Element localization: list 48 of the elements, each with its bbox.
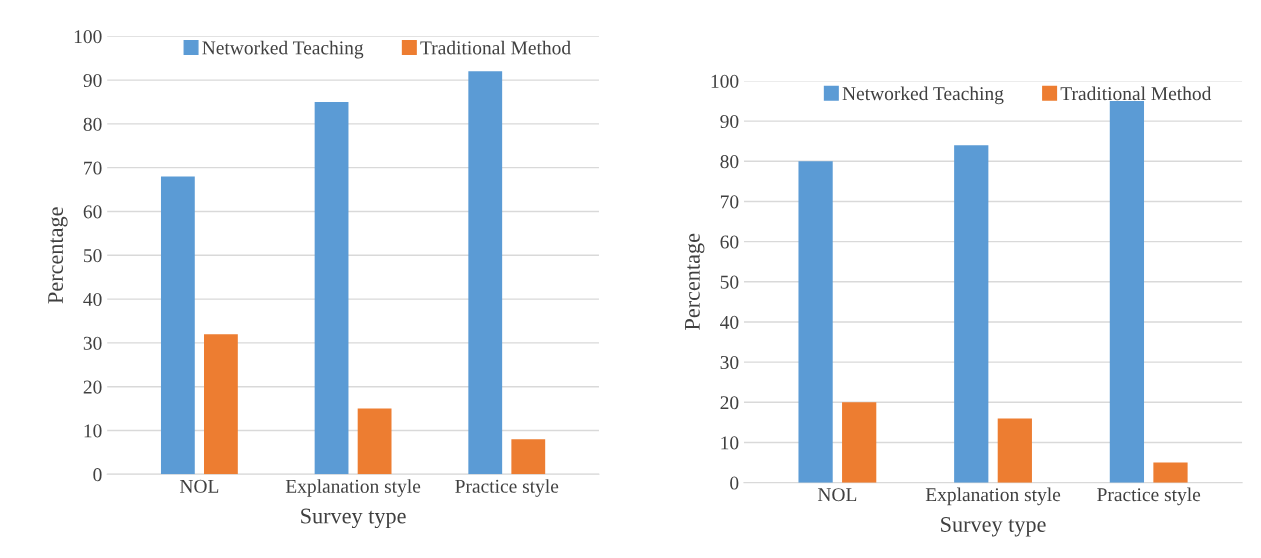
legend-label: Traditional Method — [1060, 86, 1212, 101]
x-tick-label: Explanation style — [285, 479, 421, 497]
x-tick-label: Explanation style — [925, 487, 1061, 506]
x-tick-label: NOL — [817, 488, 857, 502]
y-tick-label: 0 — [730, 476, 739, 490]
x-tick-label: Practice style — [455, 479, 559, 497]
y-tick-label: 50 — [720, 275, 739, 289]
y-axis-title: Percentage — [685, 233, 705, 330]
legend-label: Traditional Method — [420, 40, 571, 55]
x-tick-label: NOL — [179, 479, 219, 493]
bar — [1109, 101, 1145, 483]
bar — [997, 418, 1032, 483]
y-tick-label: 70 — [84, 161, 102, 175]
bar — [314, 101, 349, 475]
y-tick-label: 20 — [720, 396, 739, 410]
y-tick-label: 10 — [84, 424, 102, 438]
y-tick-label: 40 — [83, 292, 102, 307]
y-tick-label: 100 — [711, 74, 739, 88]
bar — [798, 161, 833, 483]
bar — [511, 439, 546, 475]
y-tick-label: 80 — [720, 155, 739, 169]
y-tick-label: 50 — [84, 249, 102, 263]
bar — [204, 334, 238, 475]
bar — [160, 176, 195, 475]
y-tick-label: 20 — [83, 380, 102, 394]
y-tick-label: 30 — [83, 336, 102, 350]
y-tick-label: 80 — [83, 117, 102, 131]
bar — [954, 145, 989, 483]
x-axis-title: Survey type — [941, 516, 1046, 537]
bar — [842, 402, 877, 483]
legend-label: Networked Teaching — [842, 86, 1004, 105]
y-tick-label: 90 — [720, 114, 739, 129]
y-tick-label: 40 — [720, 315, 739, 329]
y-tick-label: 30 — [720, 355, 739, 370]
legend-label: Networked Teaching — [202, 40, 364, 59]
y-tick-label: 90 — [83, 73, 102, 88]
y-tick-label: 60 — [83, 205, 102, 219]
y-tick-label: 60 — [720, 235, 739, 249]
y-tick-label: 70 — [720, 195, 739, 209]
x-tick-label: Practice style — [1097, 487, 1201, 506]
y-tick-label: 100 — [74, 30, 102, 44]
x-axis-title: Survey type — [301, 508, 406, 529]
y-tick-label: 10 — [721, 436, 739, 450]
bar — [1153, 462, 1188, 483]
y-tick-label: 0 — [93, 468, 102, 482]
bar — [357, 408, 392, 475]
bar — [468, 71, 503, 475]
y-axis-title: Percentage — [48, 207, 68, 304]
